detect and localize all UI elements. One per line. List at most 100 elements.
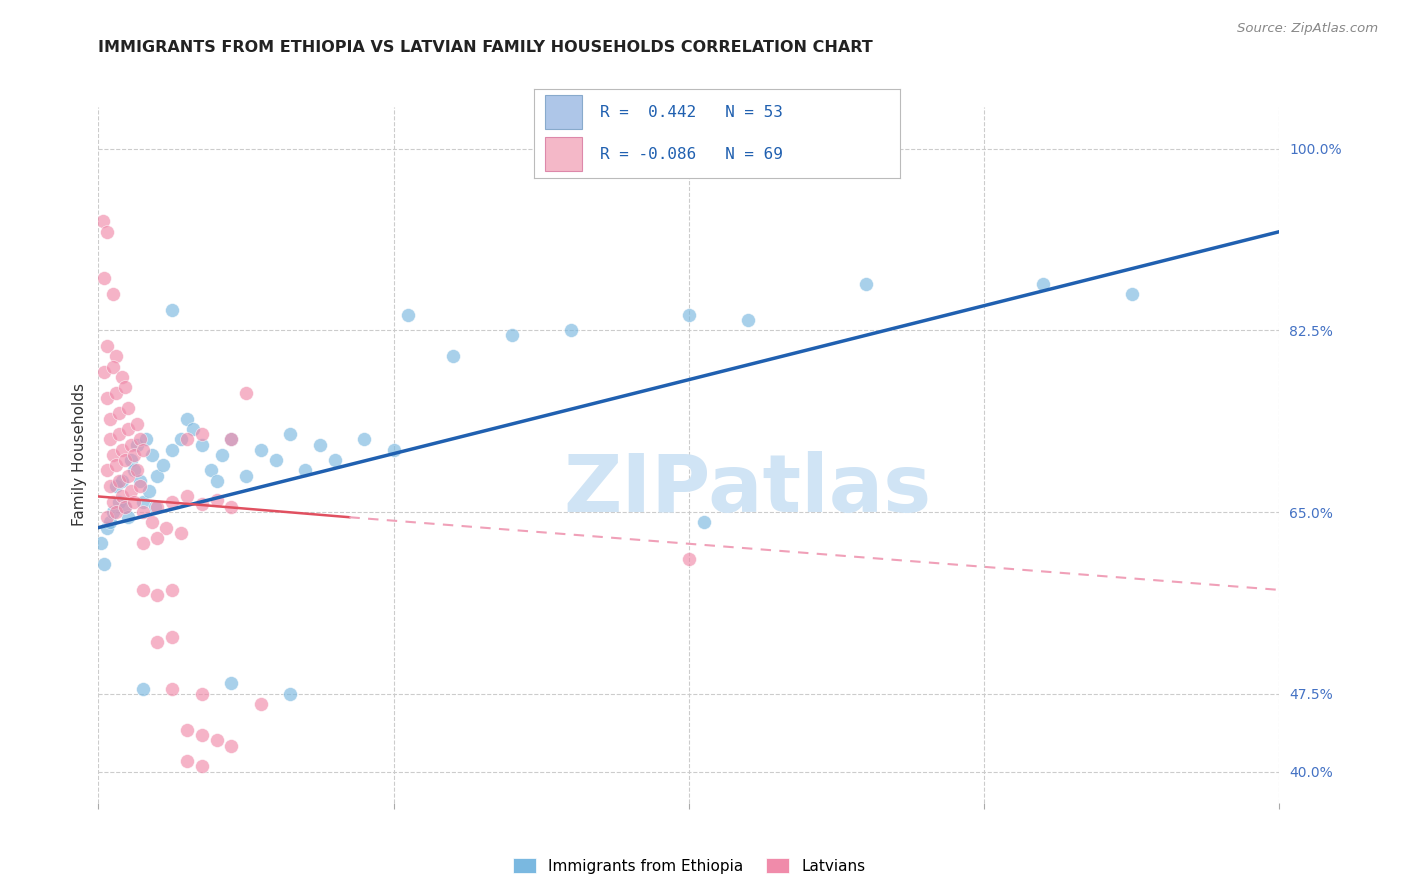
Point xyxy=(737,313,759,327)
Point xyxy=(278,427,302,442)
Bar xyxy=(546,137,582,171)
Point xyxy=(353,433,375,447)
Point xyxy=(120,484,142,499)
Point xyxy=(191,687,214,701)
Point xyxy=(221,433,243,447)
Point xyxy=(138,484,160,499)
Point xyxy=(96,225,118,239)
Point xyxy=(309,437,332,451)
Point xyxy=(141,448,163,462)
Point xyxy=(132,494,155,508)
Point xyxy=(278,687,302,701)
Point xyxy=(396,308,419,322)
Point xyxy=(176,754,198,768)
Point xyxy=(1032,277,1054,291)
Point xyxy=(323,453,346,467)
Point xyxy=(132,442,155,457)
Point xyxy=(105,349,128,363)
Text: ZIPatlas: ZIPatlas xyxy=(564,450,932,529)
Point xyxy=(176,490,198,504)
Point xyxy=(146,531,169,545)
Point xyxy=(141,516,163,530)
Point xyxy=(170,433,193,447)
Point xyxy=(162,681,183,696)
Point xyxy=(125,417,148,431)
Point xyxy=(132,582,155,597)
Point xyxy=(122,463,145,477)
Point xyxy=(93,365,115,379)
Point xyxy=(122,494,145,508)
Point xyxy=(143,500,166,514)
Point xyxy=(125,463,148,477)
Point xyxy=(221,739,243,753)
Point xyxy=(128,479,150,493)
Point xyxy=(117,468,139,483)
Point xyxy=(111,370,134,384)
Point xyxy=(108,427,131,442)
Point xyxy=(96,339,118,353)
Point xyxy=(108,474,131,488)
Point xyxy=(120,453,142,467)
Point xyxy=(855,277,877,291)
Point xyxy=(135,433,157,447)
Point xyxy=(96,510,118,524)
Point xyxy=(90,536,112,550)
Point xyxy=(111,490,134,504)
Point xyxy=(103,494,125,508)
Point xyxy=(117,422,139,436)
Point xyxy=(162,302,183,317)
Point xyxy=(211,448,233,462)
Point xyxy=(128,474,150,488)
Point xyxy=(105,385,128,400)
Point xyxy=(132,536,155,550)
Point xyxy=(221,500,243,514)
Point xyxy=(146,468,169,483)
Text: IMMIGRANTS FROM ETHIOPIA VS LATVIAN FAMILY HOUSEHOLDS CORRELATION CHART: IMMIGRANTS FROM ETHIOPIA VS LATVIAN FAMI… xyxy=(98,40,873,55)
Point xyxy=(155,520,177,534)
Point xyxy=(560,323,582,337)
Point xyxy=(678,308,700,322)
Point xyxy=(221,433,243,447)
Text: R = -0.086   N = 69: R = -0.086 N = 69 xyxy=(600,147,783,161)
Point xyxy=(441,349,464,363)
Point xyxy=(181,422,204,436)
Point xyxy=(176,411,198,425)
Point xyxy=(1121,287,1143,301)
Point xyxy=(132,505,155,519)
Point xyxy=(205,474,228,488)
Point xyxy=(170,525,193,540)
Point xyxy=(114,453,136,467)
Point xyxy=(162,630,183,644)
Point xyxy=(98,411,121,425)
Point xyxy=(96,463,118,477)
Point xyxy=(96,520,118,534)
Point xyxy=(122,448,145,462)
Point xyxy=(200,463,222,477)
Y-axis label: Family Households: Family Households xyxy=(72,384,87,526)
Point xyxy=(93,557,115,571)
Point xyxy=(205,733,228,747)
Point xyxy=(176,433,198,447)
Point xyxy=(191,728,214,742)
Point xyxy=(108,494,131,508)
Point xyxy=(103,505,125,519)
Point xyxy=(98,516,121,530)
Bar xyxy=(546,95,582,129)
Point xyxy=(678,551,700,566)
Point xyxy=(191,437,214,451)
Point xyxy=(114,380,136,394)
Point xyxy=(93,271,115,285)
Point xyxy=(117,510,139,524)
Point xyxy=(96,391,118,405)
Text: Source: ZipAtlas.com: Source: ZipAtlas.com xyxy=(1237,22,1378,36)
Point xyxy=(105,479,128,493)
Point xyxy=(250,442,273,457)
Point xyxy=(111,474,134,488)
Point xyxy=(120,437,142,451)
Point xyxy=(264,453,287,467)
Point xyxy=(98,433,121,447)
Point xyxy=(108,406,131,420)
Point xyxy=(152,458,174,473)
Point xyxy=(105,458,128,473)
Point xyxy=(162,582,183,597)
